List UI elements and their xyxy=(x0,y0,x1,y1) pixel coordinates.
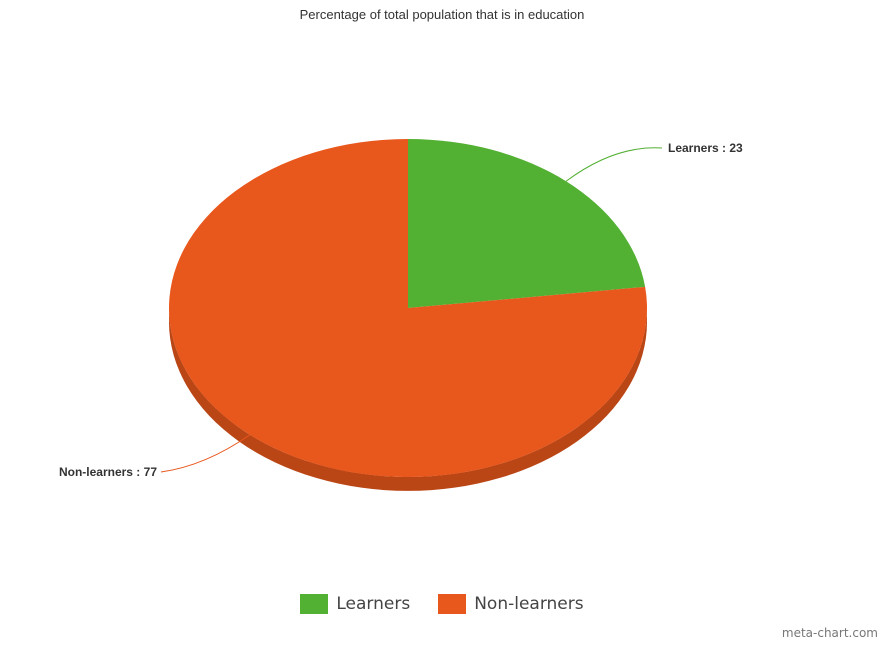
legend-label-non-learners: Non-learners xyxy=(474,594,584,614)
legend: Learners Non-learners xyxy=(0,594,884,614)
legend-swatch-learners xyxy=(300,594,329,614)
legend-swatch-non-learners xyxy=(438,594,467,614)
callout-line-non-learners xyxy=(160,434,251,473)
data-label-learners: Learners : 23 xyxy=(668,141,743,155)
legend-item-learners[interactable]: Learners xyxy=(300,594,410,614)
pie-slices xyxy=(168,139,648,478)
pie-slice-learners[interactable] xyxy=(408,139,646,308)
chart-title: Percentage of total population that is i… xyxy=(299,7,585,22)
callout-line-learners xyxy=(565,147,663,182)
data-label-non-learners: Non-learners : 77 xyxy=(59,465,157,479)
legend-item-non-learners[interactable]: Non-learners xyxy=(438,594,584,614)
pie-slice-non-learners[interactable] xyxy=(168,139,648,478)
watermark: meta-chart.com xyxy=(781,626,878,640)
pie-callouts: Learners : 23 Non-learners : 77 xyxy=(59,141,743,479)
legend-label-learners: Learners xyxy=(336,594,411,614)
